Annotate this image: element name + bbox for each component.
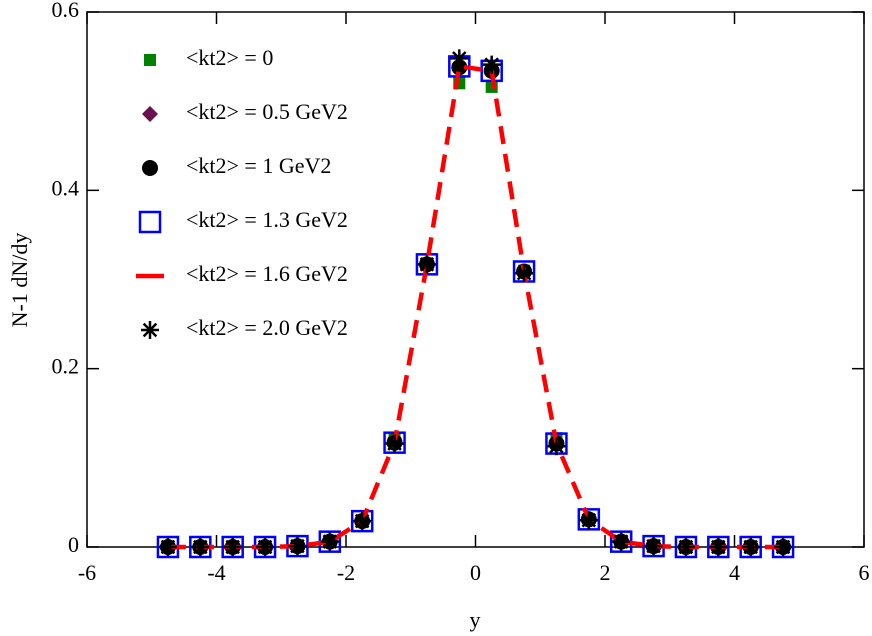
- marker-asterisk: [676, 538, 695, 556]
- legend-label: <kt2> = 1.3 GeV2: [186, 207, 348, 232]
- marker-asterisk: [644, 537, 663, 556]
- y-axis-label: N-1 dN/dy: [7, 233, 32, 328]
- x-tick-label: 4: [729, 560, 740, 585]
- marker-diamond: [142, 106, 158, 122]
- marker-asterisk: [256, 538, 275, 556]
- legend-label: <kt2> = 1.6 GeV2: [186, 261, 348, 286]
- marker-asterisk: [288, 537, 307, 556]
- marker-open-square: [350, 509, 374, 533]
- marker-open-square: [138, 210, 162, 234]
- marker-asterisk: [385, 434, 404, 453]
- marker-asterisk: [515, 264, 534, 283]
- y-tick-label: 0: [68, 532, 79, 557]
- marker-asterisk: [612, 532, 631, 551]
- marker-asterisk: [191, 538, 210, 556]
- marker-asterisk: [353, 512, 372, 531]
- marker-asterisk: [579, 511, 598, 530]
- legend-label: <kt2> = 0: [186, 45, 273, 70]
- marker-asterisk: [450, 49, 469, 68]
- y-tick-label: 0.2: [52, 354, 80, 379]
- marker-asterisk: [741, 538, 760, 556]
- marker-asterisk: [223, 538, 242, 556]
- legend-label: <kt2> = 1 GeV2: [186, 153, 331, 178]
- x-tick-label: 2: [600, 560, 611, 585]
- y-tick-label: 0.4: [52, 175, 80, 200]
- x-tick-label: -4: [207, 560, 225, 585]
- y-tick-label: 0.6: [52, 0, 80, 22]
- marker-open-square: [221, 535, 244, 559]
- marker-asterisk: [417, 255, 436, 274]
- marker-circle: [142, 160, 158, 176]
- x-tick-label: 6: [859, 560, 870, 585]
- x-tick-label: -6: [78, 560, 96, 585]
- marker-asterisk: [774, 538, 793, 556]
- dashed-line: [167, 63, 784, 550]
- marker-asterisk: [141, 321, 159, 339]
- marker-open-square: [707, 535, 730, 559]
- marker-asterisk: [320, 532, 339, 551]
- marker-asterisk: [158, 538, 177, 556]
- x-tick-label: 0: [470, 560, 481, 585]
- legend-label: <kt2> = 2.0 GeV2: [186, 315, 348, 340]
- x-tick-label: -2: [337, 560, 355, 585]
- marker-asterisk: [709, 538, 728, 556]
- marker-asterisk: [482, 55, 501, 74]
- marker-asterisk: [547, 437, 566, 456]
- x-axis-label: y: [470, 607, 481, 632]
- marker-square: [144, 54, 156, 66]
- marker-open-square: [577, 508, 601, 531]
- legend-label: <kt2> = 0.5 GeV2: [186, 99, 348, 124]
